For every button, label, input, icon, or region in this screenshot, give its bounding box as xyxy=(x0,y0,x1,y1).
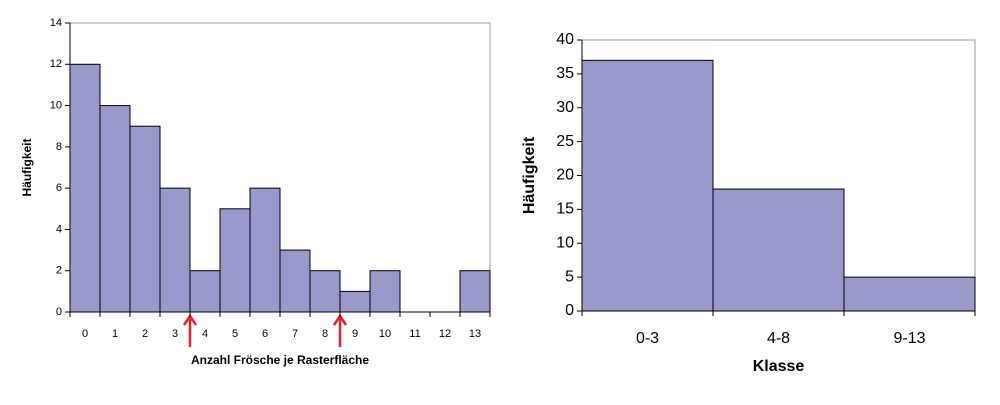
bar xyxy=(712,188,845,312)
x-tick-label: 3 xyxy=(172,328,178,340)
x-tick-label: 0 xyxy=(82,328,88,340)
bar xyxy=(459,270,491,313)
y-tick-label: 30 xyxy=(556,99,574,116)
bar xyxy=(581,59,714,312)
x-tick-label: 9-13 xyxy=(893,330,925,347)
y-tick-label: 20 xyxy=(556,167,574,184)
x-tick-label: 9 xyxy=(352,328,358,340)
y-tick-label: 15 xyxy=(556,201,574,218)
y-tick-label: 0 xyxy=(56,306,62,318)
x-tick-label: 7 xyxy=(292,328,298,340)
x-axis-label: Klasse xyxy=(753,358,805,375)
x-tick-label: 12 xyxy=(439,328,451,340)
bar xyxy=(159,187,191,313)
bar xyxy=(189,270,221,313)
y-tick-label: 0 xyxy=(565,302,574,319)
bar xyxy=(219,208,251,313)
y-tick-label: 2 xyxy=(56,265,62,277)
bar xyxy=(249,187,281,313)
bar xyxy=(99,105,131,313)
x-tick-label: 6 xyxy=(262,328,268,340)
y-tick-label: 10 xyxy=(50,99,62,111)
x-tick-label: 2 xyxy=(142,328,148,340)
y-tick-label: 6 xyxy=(56,182,62,194)
x-tick-label: 13 xyxy=(469,328,481,340)
x-tick-label: 8 xyxy=(322,328,328,340)
bar xyxy=(129,125,161,313)
bar xyxy=(339,290,371,313)
bar xyxy=(279,249,311,313)
bar xyxy=(843,276,976,312)
x-tick-label: 4 xyxy=(202,328,208,340)
bar xyxy=(69,63,101,313)
y-tick-label: 4 xyxy=(56,223,62,235)
x-axis-label: Anzahl Frösche je Rasterfläche xyxy=(191,353,369,367)
y-tick-label: 40 xyxy=(556,31,574,48)
y-tick-label: 10 xyxy=(556,234,574,251)
bar xyxy=(369,270,401,313)
x-tick-label: 1 xyxy=(112,328,118,340)
x-tick-label: 5 xyxy=(232,328,238,340)
y-tick-label: 25 xyxy=(556,133,574,150)
x-tick-label: 10 xyxy=(379,328,391,340)
y-tick-label: 35 xyxy=(556,65,574,82)
x-tick-label: 4-8 xyxy=(767,330,790,347)
y-axis-label: Häufigkeit xyxy=(521,136,538,214)
y-axis-label: Häufigkeit xyxy=(20,138,34,196)
x-tick-label: 0-3 xyxy=(636,330,659,347)
y-tick-label: 12 xyxy=(50,58,62,70)
bar xyxy=(309,270,341,313)
y-tick-label: 8 xyxy=(56,141,62,153)
y-tick-label: 14 xyxy=(50,17,62,29)
y-tick-label: 5 xyxy=(565,268,574,285)
x-tick-label: 11 xyxy=(409,328,420,340)
